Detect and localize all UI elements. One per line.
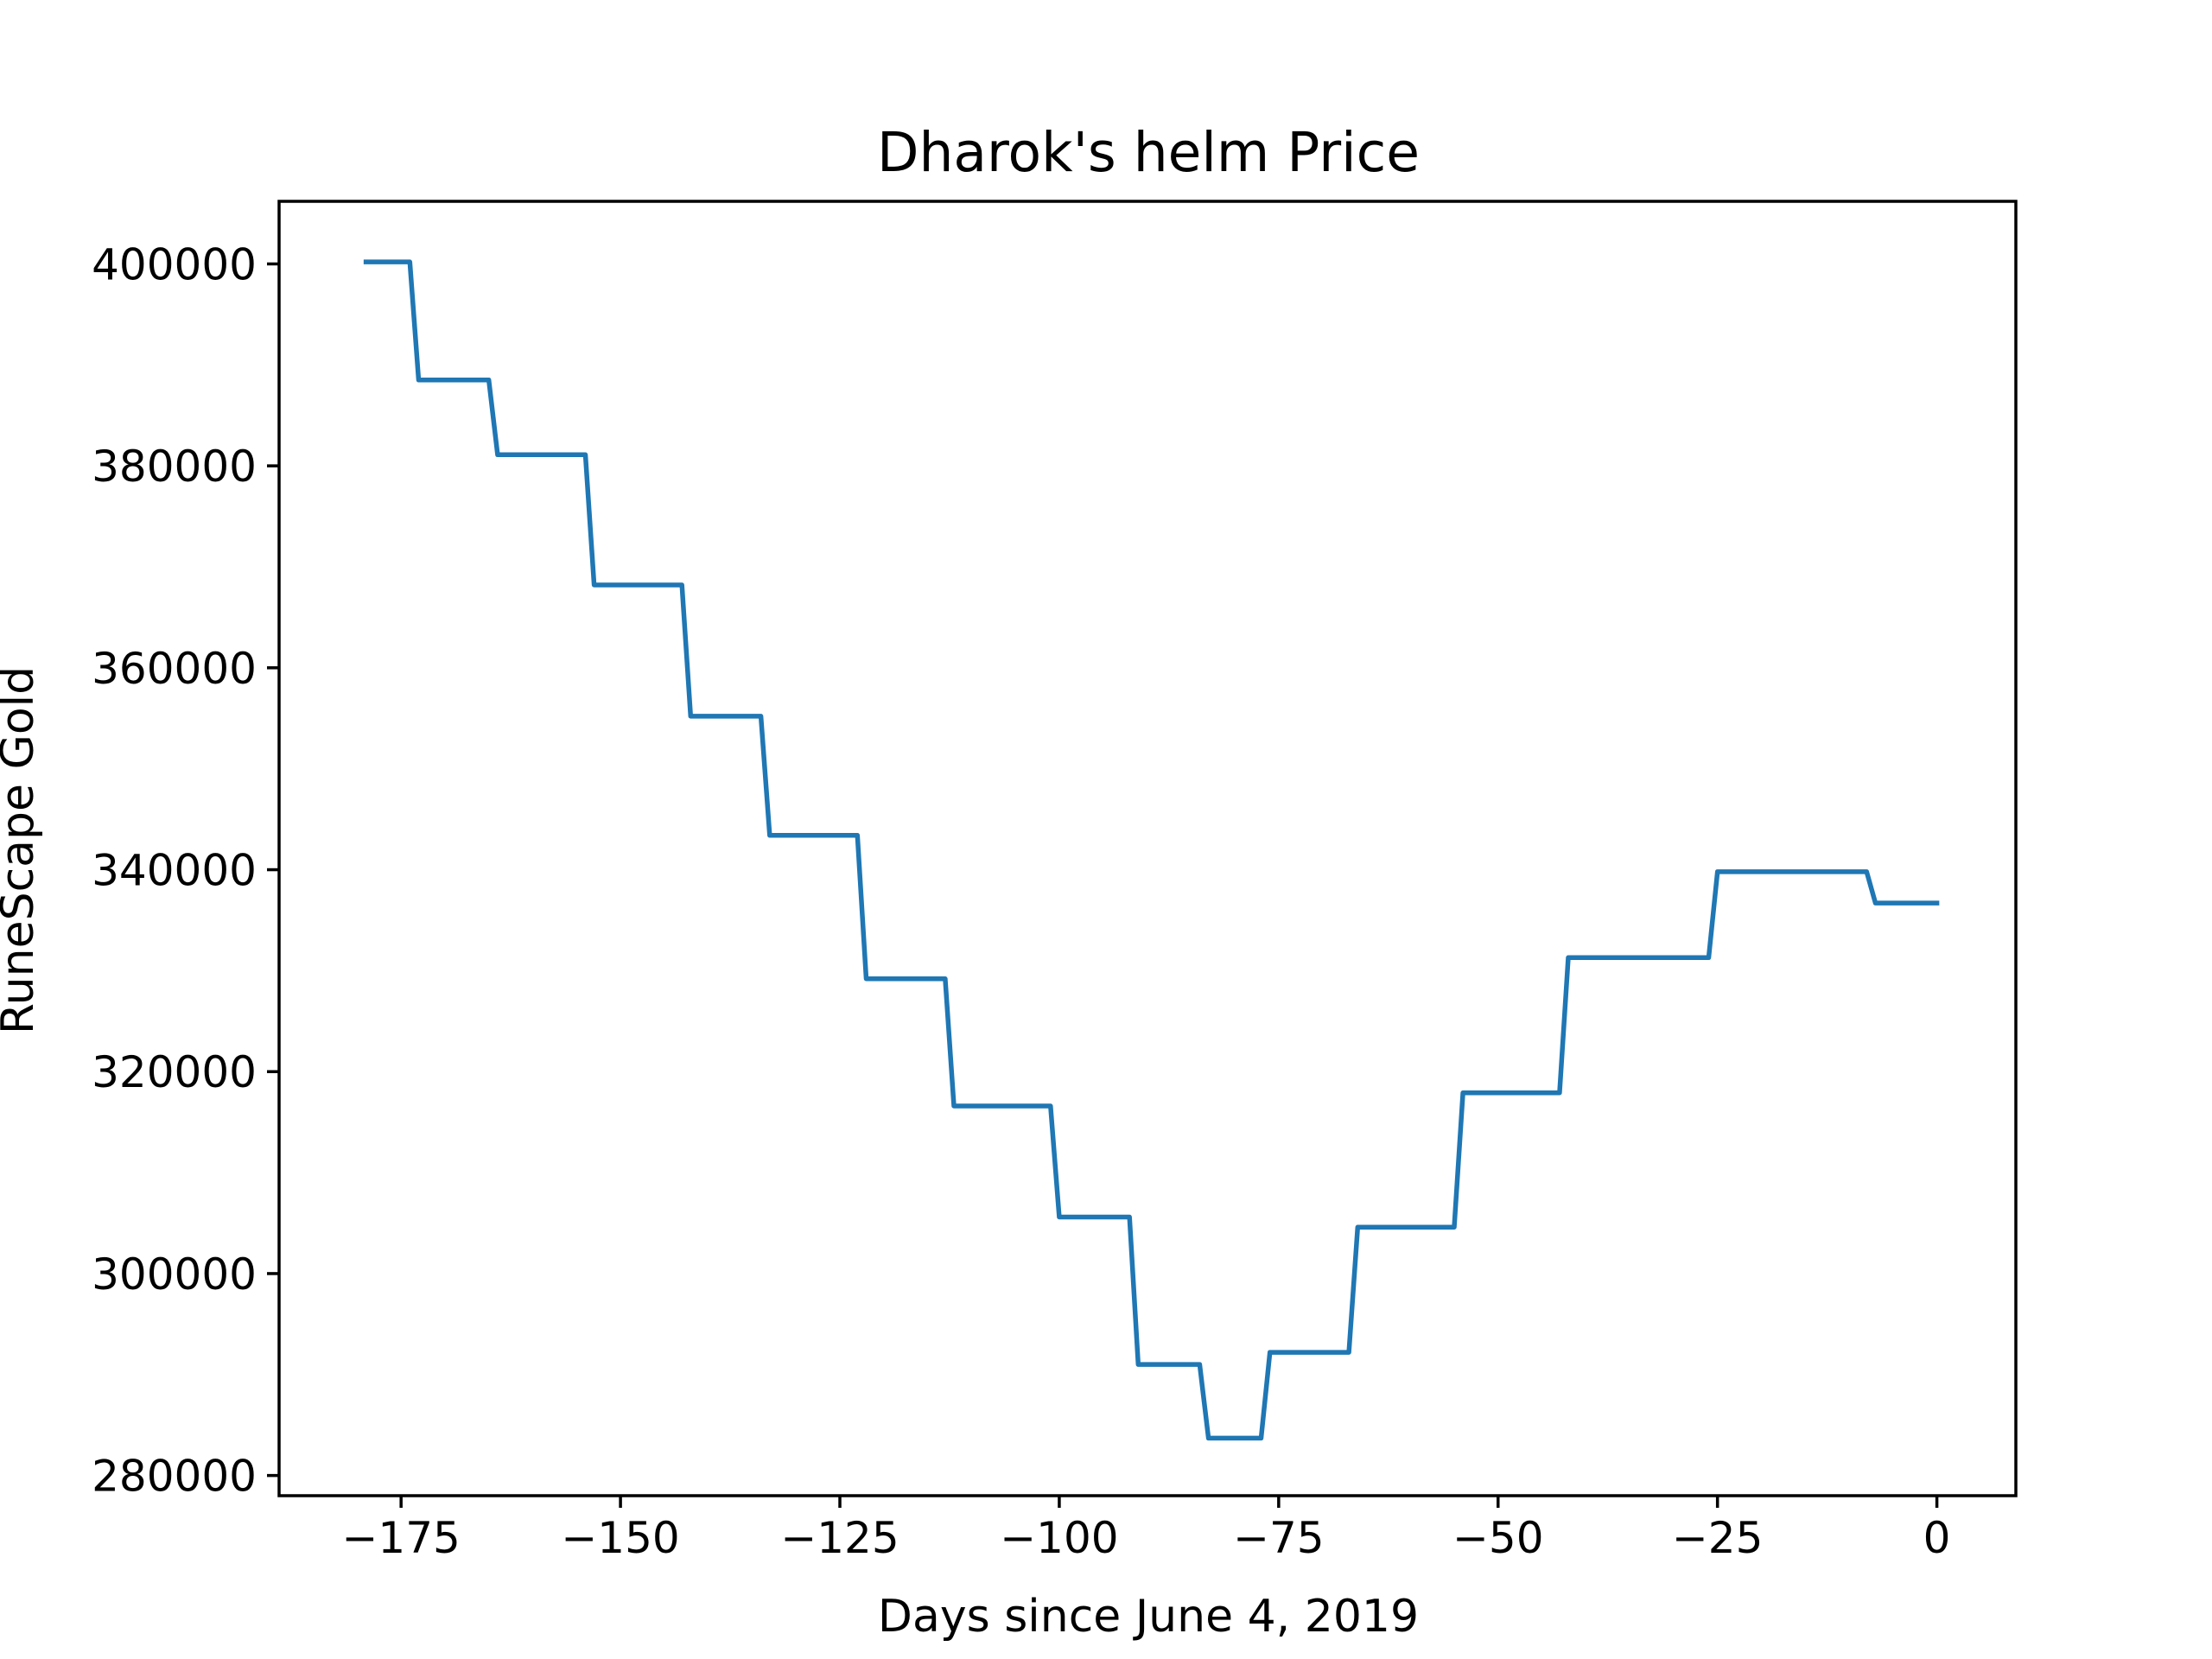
x-tick-label: −150 [561, 1513, 679, 1563]
chart-title: Dharok's helm Price [877, 121, 1420, 184]
y-tick-label: 400000 [92, 239, 257, 289]
y-tick-label: 300000 [92, 1249, 257, 1300]
x-tick-label: −100 [1000, 1513, 1118, 1563]
y-tick-label: 380000 [92, 442, 257, 492]
y-tick-label: 320000 [92, 1047, 257, 1097]
x-axis-label: Days since June 4, 2019 [878, 1591, 1419, 1643]
x-tick-label: −50 [1452, 1513, 1544, 1563]
y-axis-label: RuneScape Gold [0, 666, 44, 1034]
y-tick-label: 280000 [92, 1452, 257, 1502]
x-tick-label: −25 [1672, 1513, 1764, 1563]
x-tick-label: −75 [1233, 1513, 1325, 1563]
y-tick-label: 340000 [92, 846, 257, 896]
axes-frame [277, 200, 2018, 1497]
plot-area: −175 −150 −125 −100 −75 −50 −25 0 280000 300000 32… [92, 200, 2018, 1563]
y-tick-label: 360000 [92, 644, 257, 694]
x-tick-label: −175 [342, 1513, 461, 1563]
x-tick-label: −125 [780, 1513, 899, 1563]
series-line-0 [363, 259, 1940, 1441]
x-tick-label: 0 [1923, 1513, 1951, 1563]
